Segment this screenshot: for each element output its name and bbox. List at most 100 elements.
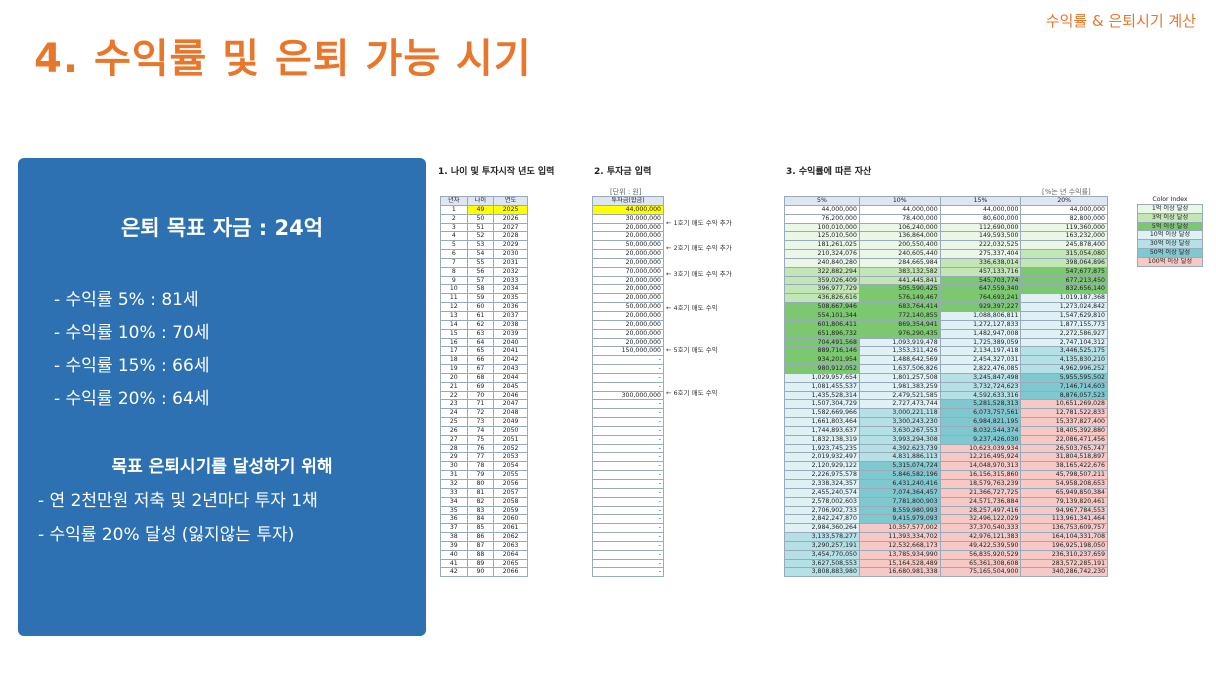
investment-table: 투자금(합금) 44,000,000 30,000,000 20,000,000 20… bbox=[592, 196, 664, 578]
table-cell: 56 bbox=[466, 266, 495, 277]
table-cell: 41 bbox=[440, 558, 468, 569]
table-cell: 75,165,504,900 bbox=[939, 567, 1022, 578]
section-label-input: 1. 나이 및 투자시작 년도 입력 bbox=[438, 167, 555, 177]
table-cell: 36 bbox=[440, 514, 468, 525]
table-cell: 150,000,000 bbox=[592, 346, 664, 357]
table-cell: 315,054,080 bbox=[1020, 249, 1108, 259]
table-cell: 16,680,981,338 bbox=[858, 567, 941, 578]
table-cell: 29 bbox=[440, 452, 468, 463]
table-row: 2 50 2026 bbox=[440, 213, 528, 224]
table-cell: 6,984,821,195 bbox=[939, 417, 1022, 427]
rate-item: - 수익률 15% : 66세 bbox=[54, 356, 210, 376]
table-cell: 889,716,146 bbox=[784, 346, 860, 357]
table-cell: 9 bbox=[440, 275, 468, 286]
table-cell: 24 bbox=[440, 408, 468, 419]
table-cell: 2030 bbox=[493, 249, 528, 259]
table-cell: 65,949,850,384 bbox=[1020, 487, 1108, 498]
table-cell: 26 bbox=[440, 425, 468, 436]
age-year-table: 년차 나이 연도 1 49 2025 2 50 2026 3 51 2027 4 52 2028 5 53 20… bbox=[440, 196, 528, 578]
table-cell: 44,000,000 bbox=[1020, 204, 1108, 215]
table-cell: 136,753,609,757 bbox=[1020, 523, 1108, 534]
table-cell: 11,393,334,702 bbox=[858, 532, 941, 542]
table-row: 1,582,669,966 3,000,221,118 6,073,757,561 1… bbox=[784, 408, 1108, 419]
table-row: 2,578,002,603 7,781,800,903 24,571,736,884… bbox=[784, 496, 1108, 507]
table-cell: 66 bbox=[466, 355, 495, 366]
table-cell: 1,353,311,426 bbox=[858, 346, 941, 357]
table-row: 42 90 2066 bbox=[440, 567, 528, 578]
table-cell: 772,140,855 bbox=[858, 310, 941, 321]
table-row: - bbox=[592, 558, 664, 569]
table-cell: 5,846,582,196 bbox=[858, 470, 941, 480]
table-cell: 240,840,280 bbox=[784, 257, 860, 268]
rate-item: - 수익률 5% : 81세 bbox=[54, 290, 199, 310]
table-cell: 1,081,455,537 bbox=[784, 381, 860, 392]
table-cell: 1,435,528,314 bbox=[784, 390, 860, 401]
table-cell: 236,310,237,659 bbox=[1020, 549, 1108, 560]
table-row: 3,808,883,980 16,680,981,338 75,165,504,90… bbox=[784, 567, 1108, 578]
legend-row: 50억 이상 달성 bbox=[1137, 248, 1203, 258]
legend-item: 50억 이상 달성 bbox=[1137, 248, 1203, 258]
table-cell: 2058 bbox=[493, 496, 528, 507]
table-cell: 2028 bbox=[493, 231, 528, 242]
table-row: 27 75 2051 bbox=[440, 434, 528, 445]
table-cell: 383,132,582 bbox=[858, 266, 941, 277]
table-cell: 2062 bbox=[493, 532, 528, 542]
table-cell: 1,482,947,008 bbox=[939, 328, 1022, 339]
table-cell: 2,842,247,870 bbox=[784, 514, 860, 525]
table-row: 7 55 2031 bbox=[440, 257, 528, 268]
table-cell: 545,703,774 bbox=[939, 275, 1022, 286]
table-cell: 1,093,919,478 bbox=[858, 337, 941, 348]
table-row: 37 85 2061 bbox=[440, 523, 528, 534]
retirement-goal: 은퇴 목표 자금 : 24억 bbox=[120, 216, 324, 240]
table-cell: 16 bbox=[440, 337, 468, 348]
table-cell: 27 bbox=[440, 434, 468, 445]
table-cell: 37 bbox=[440, 523, 468, 534]
table-row: 35 83 2059 bbox=[440, 505, 528, 516]
table-cell: 3,993,294,308 bbox=[858, 434, 941, 445]
table-row: 3,454,770,050 13,785,934,990 56,835,920,52… bbox=[784, 549, 1108, 560]
table-cell: 1,923,745,235 bbox=[784, 443, 860, 454]
table-cell: 62 bbox=[466, 319, 495, 330]
table-cell: 40 bbox=[440, 549, 468, 560]
table-cell: - bbox=[592, 364, 664, 374]
table-cell: 26,503,765,747 bbox=[1020, 443, 1108, 454]
table-row: 1,744,893,637 3,630,267,553 8,032,544,374 1… bbox=[784, 425, 1108, 436]
table-cell: 683,764,414 bbox=[858, 302, 941, 312]
table-cell: - bbox=[592, 496, 664, 507]
table-cell: 2037 bbox=[493, 310, 528, 321]
table-cell: - bbox=[592, 514, 664, 525]
table-cell: 164,104,331,708 bbox=[1020, 532, 1108, 542]
table-cell: 2066 bbox=[493, 567, 528, 578]
table-cell: 3,808,883,980 bbox=[784, 567, 860, 578]
table-cell: 78,400,000 bbox=[858, 213, 941, 224]
table-cell: 14 bbox=[440, 319, 468, 330]
table-cell: 210,324,076 bbox=[784, 249, 860, 259]
table-cell: 340,286,742,230 bbox=[1020, 567, 1108, 578]
table-row: 31 79 2055 bbox=[440, 470, 528, 480]
table-header: 5% bbox=[784, 196, 860, 206]
table-cell: 2,226,975,578 bbox=[784, 470, 860, 480]
table-cell: 2,272,586,927 bbox=[1020, 328, 1108, 339]
table-row: 38 86 2062 bbox=[440, 532, 528, 542]
table-row: 20,000,000 bbox=[592, 319, 664, 330]
table-cell: 283,572,285,191 bbox=[1020, 558, 1108, 569]
sale-annotation: ← 6호기 매도 수익 bbox=[666, 388, 718, 397]
table-cell: 94,967,784,553 bbox=[1020, 505, 1108, 516]
table-cell: 2051 bbox=[493, 434, 528, 445]
step-item: - 연 2천만원 저축 및 2년마다 투자 1채 bbox=[38, 491, 318, 511]
table-cell: 80 bbox=[466, 479, 495, 489]
table-cell: - bbox=[592, 417, 664, 427]
table-cell: 3,732,724,623 bbox=[939, 381, 1022, 392]
table-cell: 136,864,000 bbox=[858, 231, 941, 242]
table-row: 6 54 2030 bbox=[440, 249, 528, 259]
table-cell: 2057 bbox=[493, 487, 528, 498]
table-cell: 59 bbox=[466, 293, 495, 304]
table-cell: 3,446,525,175 bbox=[1020, 346, 1108, 357]
table-row: 13 61 2037 bbox=[440, 310, 528, 321]
table-cell: 2056 bbox=[493, 479, 528, 489]
table-cell: 505,590,425 bbox=[858, 284, 941, 295]
table-cell: 869,354,941 bbox=[858, 319, 941, 330]
table-cell: - bbox=[592, 461, 664, 472]
table-cell: 20,000,000 bbox=[592, 310, 664, 321]
table-cell: - bbox=[592, 505, 664, 516]
